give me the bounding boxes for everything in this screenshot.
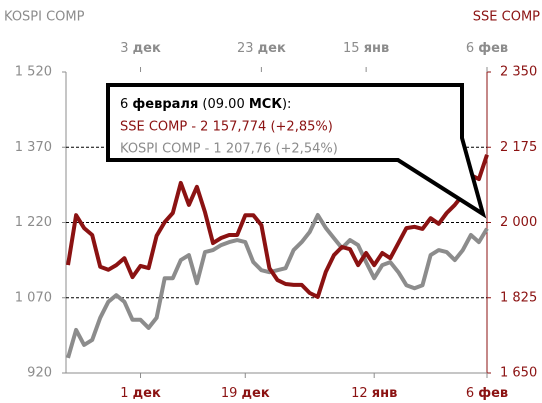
x-tick-label-day: 6	[466, 386, 478, 401]
x-tick-label-day: 19	[221, 386, 242, 401]
y2-axis-name: SSE COMP	[473, 10, 540, 25]
annotation-heading: 6 февраля (09.00 МСК):	[120, 97, 291, 112]
x2-tick-label-month: дек	[133, 41, 161, 56]
x2-tick-label-month: янв	[364, 41, 390, 56]
x-tick-label: 6 фев	[466, 386, 508, 401]
x2-tick-label-day: 23	[237, 41, 258, 56]
x2-tick-label: 6 фев	[466, 41, 508, 56]
y-tick-label: 1 070	[15, 290, 52, 305]
x2-tick-label: 15 янв	[343, 41, 389, 56]
x2-tick-label-month: фев	[478, 41, 508, 56]
x-tick-label-day: 12	[351, 386, 372, 401]
x2-tick-label: 3 дек	[120, 41, 161, 56]
y-tick-label: 1 520	[15, 65, 52, 80]
y2-tick-label: 2 175	[500, 140, 537, 155]
y2-tick-label: 1 650	[500, 366, 537, 381]
x2-tick-label-day: 6	[466, 41, 478, 56]
x-tick-label-month: дек	[242, 386, 270, 401]
annotation: 6 февраля (09.00 МСК): SSE COMP - 2 157,7…	[120, 97, 338, 157]
annotation-box	[106, 83, 487, 219]
x2-tick-label-day: 3	[120, 41, 132, 56]
x-tick-label-month: дек	[133, 386, 161, 401]
annotation-heading-part: МСК	[249, 97, 282, 112]
y2-tick-label: 1 825	[500, 290, 537, 305]
y2-tick-label: 2 350	[500, 65, 537, 80]
y-tick-label: 920	[27, 366, 52, 381]
grid: 920 1 070 1 220 1 370 1 520 1 650 1 825 2 000 2 …	[15, 41, 537, 401]
x-tick-label: 19 дек	[221, 386, 270, 401]
annotation-heading-part: ):	[282, 97, 291, 112]
x-tick-label: 12 янв	[351, 386, 397, 401]
series-line	[66, 154, 489, 299]
series-line	[66, 213, 489, 359]
x-tick-label-month: янв	[372, 386, 398, 401]
y2-tick-label: 2 000	[500, 215, 537, 230]
y-tick-label: 1 370	[15, 140, 52, 155]
annotation-heading-part: 6	[120, 97, 132, 112]
annotation-heading-part: (09.00	[198, 97, 249, 112]
x-tick-label: 1 дек	[120, 386, 161, 401]
annotation-line: SSE COMP - 2 157,774 (+2,85%)	[120, 120, 333, 135]
y-tick-label: 1 220	[15, 215, 52, 230]
lines	[66, 154, 489, 359]
annotation-heading-part: февраля	[132, 97, 198, 112]
x2-tick-label-day: 15	[343, 41, 364, 56]
annotation-line: KOSPI COMP - 1 207,76 (+2,54%)	[120, 142, 338, 157]
x2-tick-label: 23 дек	[237, 41, 286, 56]
y-axis-name: KOSPI COMP	[4, 10, 85, 25]
x2-tick-label-month: дек	[258, 41, 286, 56]
x-tick-label-month: фев	[478, 386, 508, 401]
x-tick-label-day: 1	[120, 386, 132, 401]
